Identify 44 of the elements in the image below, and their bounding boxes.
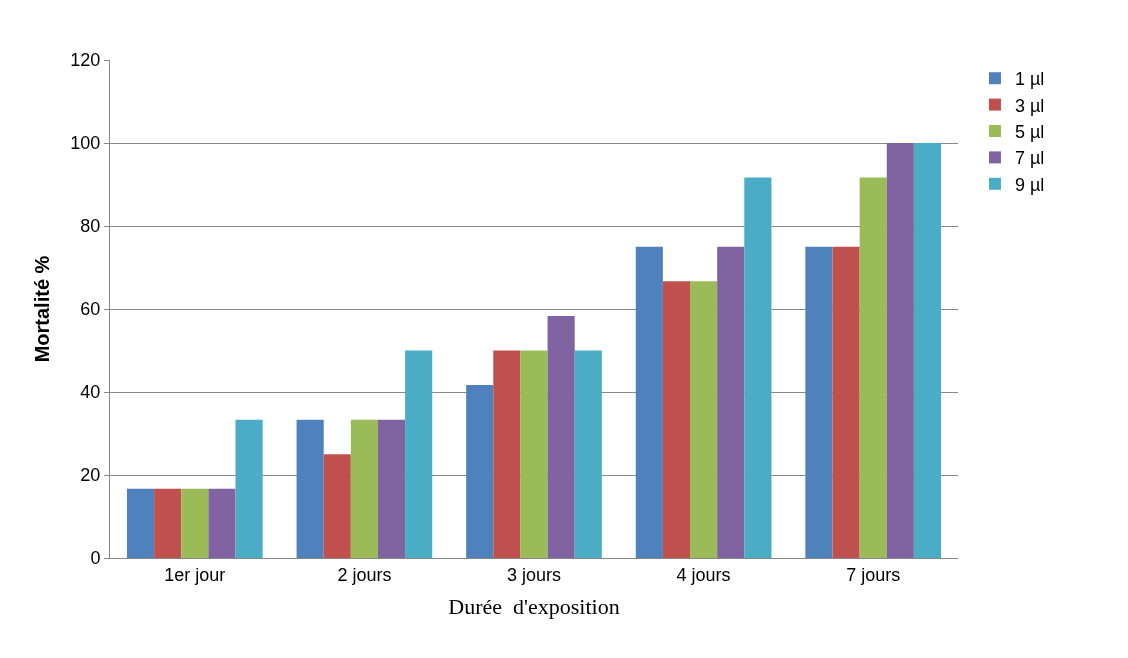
- x-tick-label: 1er jour: [164, 564, 226, 585]
- bar: [466, 384, 494, 558]
- y-tick-label: 120: [70, 50, 101, 71]
- bar: [235, 419, 263, 558]
- x-axis-title: Durée d'exposition: [448, 594, 620, 620]
- legend-label: 3 µl: [1014, 95, 1045, 116]
- bar: [886, 143, 914, 558]
- y-tick-label: 20: [80, 465, 101, 486]
- y-tick-label: 80: [80, 216, 101, 237]
- y-tick-label: 0: [90, 548, 101, 569]
- bar: [662, 281, 691, 558]
- bar: [208, 488, 236, 558]
- bar: [717, 246, 745, 558]
- bar: [323, 454, 351, 558]
- y-tick-label: 60: [80, 299, 101, 320]
- legend-label: 7 µl: [1014, 148, 1045, 169]
- x-tick-label: 3 jours: [506, 564, 562, 585]
- bar: [350, 419, 378, 558]
- bar: [859, 177, 887, 558]
- x-tick-label: 4 jours: [676, 564, 731, 585]
- y-axis-title: Mortalité %: [30, 255, 53, 363]
- x-tick-label: 2 jours: [337, 564, 392, 585]
- bar: [377, 419, 406, 558]
- bar: [405, 350, 433, 558]
- bar: [690, 281, 718, 558]
- bar: [744, 177, 772, 558]
- bar: [805, 246, 833, 558]
- x-tick-label: 7 jours: [846, 564, 901, 585]
- bar: [913, 143, 942, 558]
- bar: [493, 350, 521, 558]
- bar: [547, 316, 575, 558]
- legend-label: 5 µl: [1014, 122, 1045, 143]
- bar: [181, 488, 209, 558]
- bar: [520, 350, 548, 558]
- y-tick-label: 40: [80, 382, 101, 403]
- bar: [574, 350, 602, 558]
- bar: [296, 419, 324, 558]
- y-tick-label: 100: [70, 133, 101, 154]
- bar: [635, 246, 663, 558]
- legend-label: 1 µl: [1014, 69, 1045, 90]
- bar: [154, 488, 182, 558]
- bar: [832, 246, 860, 558]
- bar: [126, 488, 155, 558]
- legend-label: 9 µl: [1014, 174, 1045, 195]
